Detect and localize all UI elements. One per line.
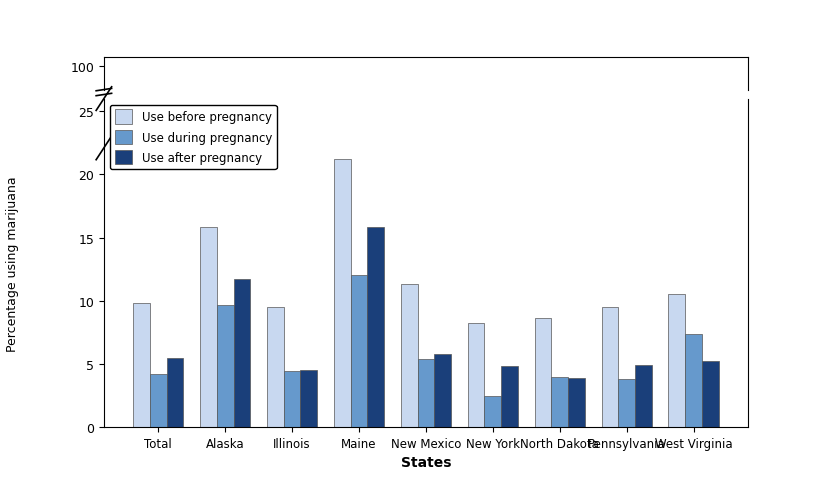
Text: Percentage using marijuana: Percentage using marijuana xyxy=(6,176,19,352)
Bar xyxy=(301,371,317,427)
Bar xyxy=(200,461,217,480)
Bar xyxy=(501,367,518,427)
Bar xyxy=(133,304,150,427)
Bar xyxy=(166,358,184,427)
Legend: Use before pregnancy, Use during pregnancy, Use after pregnancy: Use before pregnancy, Use during pregnan… xyxy=(110,105,277,169)
Bar xyxy=(200,228,217,427)
Bar xyxy=(417,359,435,427)
Bar xyxy=(551,377,568,427)
Bar xyxy=(435,354,451,427)
Bar xyxy=(702,361,719,427)
Bar xyxy=(618,379,635,427)
Bar xyxy=(686,334,702,427)
Bar xyxy=(367,461,384,480)
Bar xyxy=(351,479,367,480)
Bar xyxy=(367,228,384,427)
Bar xyxy=(351,276,367,427)
Bar xyxy=(283,372,301,427)
Bar xyxy=(401,285,417,427)
Bar xyxy=(267,307,283,427)
Bar xyxy=(484,396,501,427)
Bar xyxy=(150,374,166,427)
X-axis label: States: States xyxy=(401,456,451,469)
Bar xyxy=(668,295,686,427)
Bar xyxy=(234,280,250,427)
Bar xyxy=(534,319,551,427)
Bar xyxy=(468,324,484,427)
Bar xyxy=(635,365,652,427)
Bar xyxy=(334,436,351,480)
Bar xyxy=(217,305,234,427)
Bar xyxy=(568,378,585,427)
Bar xyxy=(602,307,618,427)
Bar xyxy=(334,160,351,427)
